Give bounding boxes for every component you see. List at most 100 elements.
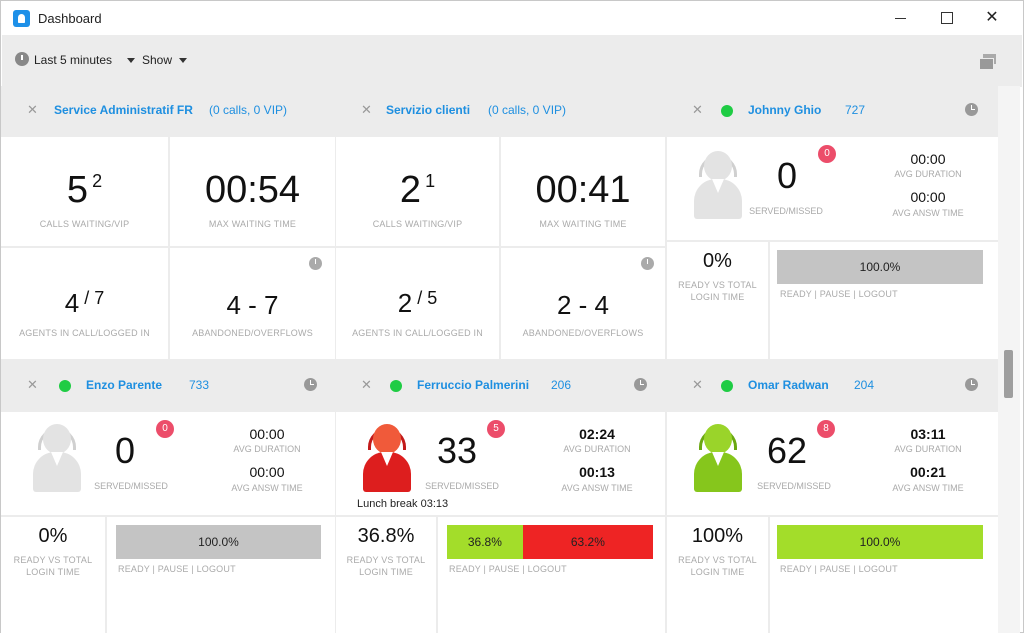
abandoned-value: 4 - 7 (226, 290, 279, 320)
max-wait-label: MAX WAITING TIME (208, 219, 297, 229)
clock-icon[interactable] (641, 257, 654, 270)
ready-cell: 0% READY VS TOTAL LOGIN TIME (1, 517, 105, 633)
max-wait-label: MAX WAITING TIME (539, 219, 627, 229)
agent-name[interactable]: Johnny Ghio (748, 103, 822, 117)
status-bar-cell: 100.0% READY | PAUSE | LOGOUT (770, 517, 998, 633)
ready-label: READY VS TOTAL (678, 280, 757, 290)
agent-avatar-icon (362, 422, 412, 492)
ready-label: READY VS TOTAL (13, 555, 93, 565)
agents-cell: 4 / 7 AGENTS IN CALL/LOGGED IN (1, 248, 168, 359)
app-icon (13, 10, 30, 27)
show-menu[interactable]: Show (142, 53, 173, 67)
clock-icon (15, 52, 29, 66)
max-wait-value: 00:54 (204, 169, 301, 211)
agent-panel: ✕ Ferruccio Palmerini 206 33 5 SERVED/MI… (335, 361, 665, 633)
clock-icon[interactable] (965, 378, 978, 391)
status-bar: 36.8% 63.2% (447, 525, 653, 559)
queue-header: ✕ Service Administratif FR (0 calls, 0 V… (1, 86, 335, 136)
ready-pct: 100% (691, 525, 744, 547)
ready-label: LOGIN TIME (690, 292, 745, 302)
close-icon[interactable]: ✕ (27, 377, 38, 392)
ready-cell: 36.8% READY VS TOTAL LOGIN TIME (336, 517, 436, 633)
agent-header: ✕ Omar Radwan 204 (666, 361, 998, 411)
scrollbar-thumb[interactable] (1004, 350, 1013, 398)
close-icon[interactable]: ✕ (27, 102, 38, 117)
clock-icon[interactable] (304, 378, 317, 391)
close-icon[interactable]: ✕ (361, 377, 372, 392)
chevron-down-icon[interactable] (179, 58, 187, 63)
avg-duration-value: 03:11 (910, 426, 946, 442)
status-note: Lunch break 03:13 (357, 498, 449, 510)
minimize-button[interactable] (877, 5, 923, 31)
agent-stats: 33 5 SERVED/MISSED Lunch break 03:13 02:… (336, 412, 665, 515)
close-icon[interactable]: ✕ (692, 102, 703, 117)
close-icon[interactable]: ✕ (361, 102, 372, 117)
close-button[interactable]: ✕ (985, 9, 999, 26)
layout-icon[interactable] (979, 54, 997, 70)
agent-panel: ✕ Enzo Parente 733 0 0 SERVED/MISSED 00:… (1, 361, 335, 633)
served-value: 62 (766, 430, 808, 471)
clock-icon[interactable] (965, 103, 978, 116)
time-range-dropdown[interactable]: Last 5 minutes (34, 53, 113, 67)
missed-badge: 0 (156, 420, 174, 438)
status-bar-cell: 36.8% 63.2% READY | PAUSE | LOGOUT (438, 517, 665, 633)
agents-label: AGENTS IN CALL/LOGGED IN (352, 328, 483, 338)
clock-icon[interactable] (309, 257, 322, 270)
status-dot (721, 380, 733, 392)
status-dot (721, 105, 733, 117)
abandoned-cell: 2 - 4 ABANDONED/OVERFLOWS (501, 248, 665, 359)
max-wait-cell: 00:54 MAX WAITING TIME (170, 137, 335, 246)
toolbar: Last 5 minutes Show (2, 35, 1022, 87)
avg-answer-label: AVG ANSW TIME (892, 483, 964, 493)
ready-pct: 0% (38, 525, 68, 547)
ready-label: LOGIN TIME (359, 567, 413, 577)
agent-name[interactable]: Ferruccio Palmerini (417, 378, 530, 392)
served-label: SERVED/MISSED (757, 481, 831, 491)
status-bar-segment: 100.0% (777, 250, 983, 284)
maximize-button[interactable] (923, 5, 969, 31)
close-icon[interactable]: ✕ (692, 377, 703, 392)
agent-name[interactable]: Enzo Parente (86, 378, 163, 392)
queue-name[interactable]: Service Administratif FR (54, 103, 193, 117)
abandoned-value: 2 - 4 (556, 290, 610, 320)
calls-waiting-label: CALLS WAITING/VIP (39, 219, 130, 229)
avg-duration-label: AVG DURATION (563, 444, 631, 454)
title-bar: Dashboard ✕ (1, 1, 1023, 35)
ready-label: LOGIN TIME (690, 567, 745, 577)
agents-value: 2 / 5 (397, 288, 438, 318)
status-bar-cell: 100.0% READY | PAUSE | LOGOUT (107, 517, 335, 633)
agent-panel: ✕ Omar Radwan 204 62 8 SERVED/MISSED 03:… (666, 361, 998, 633)
chevron-down-icon[interactable] (127, 58, 135, 63)
agent-extension: 727 (845, 103, 866, 117)
queue-name[interactable]: Servizio clienti (386, 103, 471, 117)
avg-duration-label: AVG DURATION (894, 444, 962, 454)
served-value: 0 (776, 155, 798, 196)
avg-duration-value: 00:00 (910, 151, 946, 167)
ready-label: READY VS TOTAL (346, 555, 426, 565)
clock-icon[interactable] (634, 378, 647, 391)
avg-answer-value: 00:00 (910, 189, 946, 205)
served-label: SERVED/MISSED (749, 206, 823, 216)
status-dot (59, 380, 71, 392)
abandoned-cell: 4 - 7 ABANDONED/OVERFLOWS (170, 248, 335, 359)
avg-answer-value: 00:13 (579, 464, 615, 480)
agent-avatar-icon (32, 422, 82, 492)
status-bar: 100.0% (777, 250, 983, 284)
served-value: 0 (114, 430, 136, 471)
avg-answer-value: 00:21 (910, 464, 946, 480)
agent-stats: 0 0 SERVED/MISSED 00:00 AVG DURATION 00:… (667, 137, 998, 240)
abandoned-label: ABANDONED/OVERFLOWS (192, 328, 313, 338)
queue-header: ✕ Servizio clienti (0 calls, 0 VIP) (335, 86, 665, 136)
dashboard-content: ✕ Service Administratif FR (0 calls, 0 V… (1, 86, 998, 633)
ready-pct: 0% (703, 250, 732, 272)
ready-cell: 0% READY VS TOTAL LOGIN TIME (667, 242, 768, 359)
abandoned-label: ABANDONED/OVERFLOWS (522, 328, 644, 338)
ready-label: READY VS TOTAL (678, 555, 757, 565)
agent-name[interactable]: Omar Radwan (748, 378, 829, 392)
queue-count: (0 calls, 0 VIP) (209, 103, 288, 117)
ready-cell: 100% READY VS TOTAL LOGIN TIME (667, 517, 768, 633)
